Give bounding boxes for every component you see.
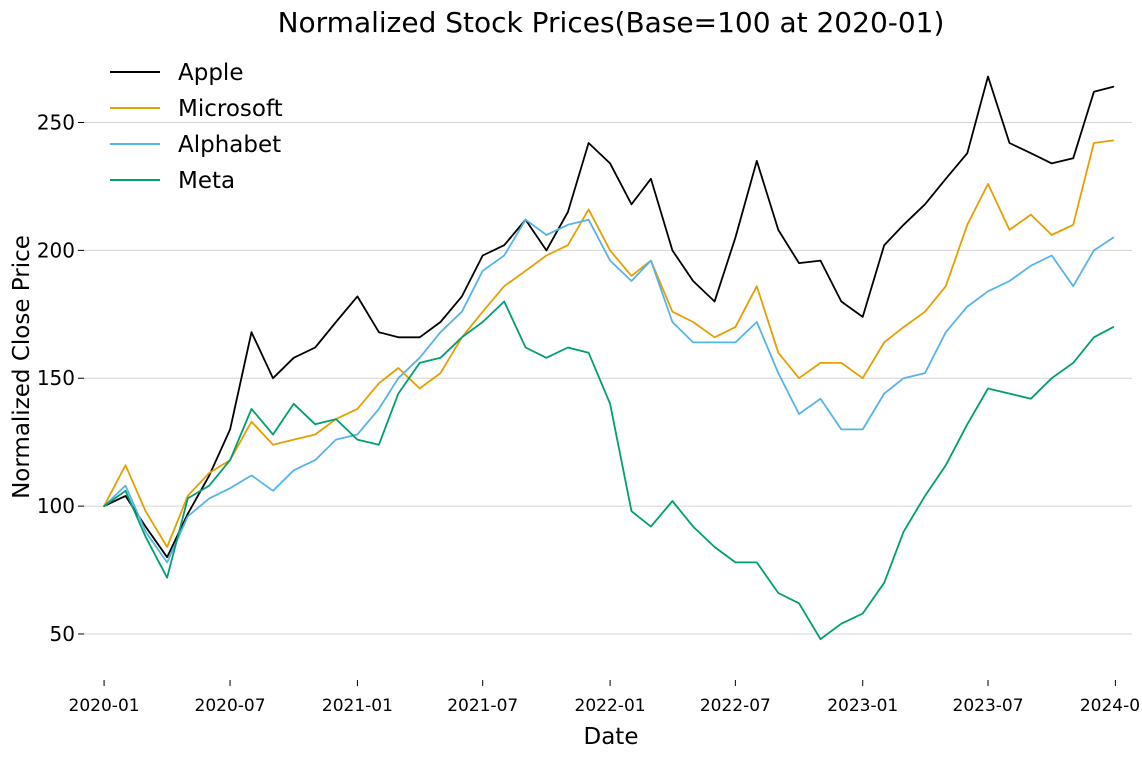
- legend: Apple Microsoft Alphabet Meta: [110, 60, 283, 194]
- series-line-apple: [103, 75, 1115, 559]
- x-tick-label: 2023-07: [953, 696, 1024, 716]
- x-tick-label: 2021-07: [447, 696, 518, 716]
- x-tick-label: 2020-01: [69, 696, 140, 716]
- legend-label-meta: Meta: [178, 168, 235, 194]
- x-axis: 2020-01 2020-07 2021-01 2021-07 2022-01 2022-…: [69, 680, 1142, 716]
- x-tick-label: 2023-01: [827, 696, 898, 716]
- grid-lines: [84, 121, 1132, 635]
- series-line-microsoft: [103, 139, 1115, 548]
- y-axis: 50 100 150 200 250: [37, 110, 84, 646]
- series-line-meta: [103, 300, 1115, 640]
- y-tick-label: 250: [37, 110, 75, 134]
- plot-area: [103, 75, 1115, 640]
- legend-label-alphabet: Alphabet: [178, 132, 281, 158]
- x-tick-label: 2024-01: [1080, 696, 1142, 716]
- y-tick-label: 50: [50, 622, 75, 646]
- x-tick-label: 2020-07: [195, 696, 266, 716]
- x-axis-label: Date: [584, 724, 639, 750]
- x-tick-label: 2022-07: [700, 696, 771, 716]
- legend-label-microsoft: Microsoft: [178, 96, 283, 122]
- y-tick-label: 150: [37, 366, 75, 390]
- legend-label-apple: Apple: [178, 60, 243, 86]
- x-tick-label: 2022-01: [575, 696, 646, 716]
- y-tick-label: 200: [37, 238, 75, 262]
- series-line-alphabet: [103, 218, 1115, 564]
- y-axis-label: Normalized Close Price: [9, 235, 35, 499]
- x-tick-label: 2021-01: [322, 696, 393, 716]
- y-tick-label: 100: [37, 494, 75, 518]
- chart-title: Normalized Stock Prices(Base=100 at 2020…: [278, 6, 945, 39]
